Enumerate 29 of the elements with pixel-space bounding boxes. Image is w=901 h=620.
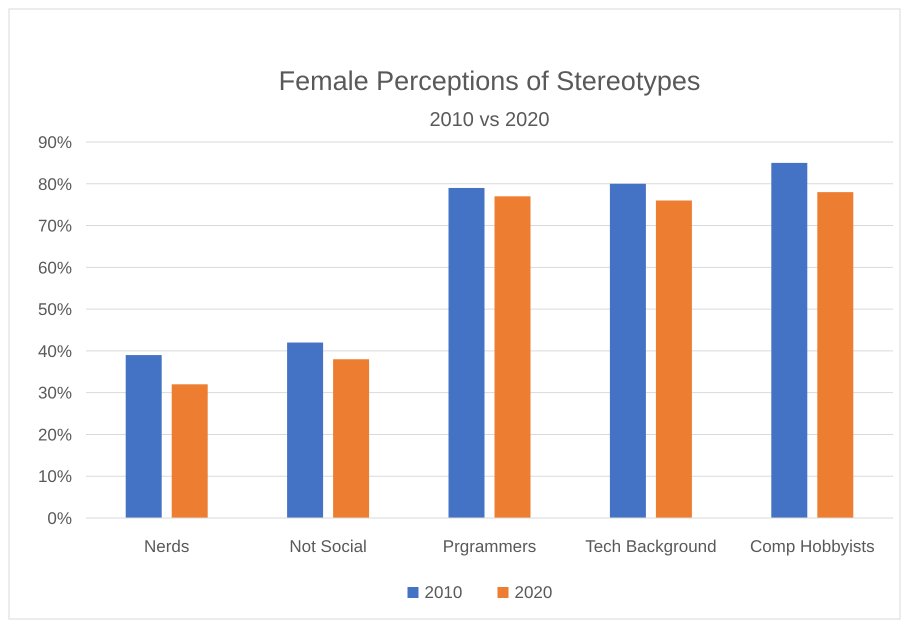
y-tick-label: 20% xyxy=(38,425,72,444)
bar xyxy=(610,184,646,518)
bar xyxy=(448,188,484,518)
bar xyxy=(771,162,808,518)
bar xyxy=(126,355,162,518)
bar xyxy=(656,200,692,518)
x-tick-label: Prgrammers xyxy=(442,537,536,556)
bar xyxy=(287,342,324,518)
y-tick-label: 10% xyxy=(38,467,72,486)
y-tick-label: 80% xyxy=(38,174,72,194)
y-tick-label: 50% xyxy=(38,300,72,320)
x-tick-label: Nerds xyxy=(144,537,190,556)
y-tick-label: 90% xyxy=(38,133,72,152)
y-tick-label: 70% xyxy=(38,216,72,236)
y-tick-label: 40% xyxy=(38,342,72,361)
legend-label: 2020 xyxy=(514,583,552,602)
y-tick-label: 0% xyxy=(47,509,72,528)
x-tick-label: Tech Background xyxy=(585,537,717,556)
bar xyxy=(172,384,208,518)
bar xyxy=(494,196,530,518)
legend-label: 2010 xyxy=(424,583,462,602)
x-tick-label: Comp Hobbyists xyxy=(750,537,875,556)
y-tick-label: 30% xyxy=(38,384,72,403)
bar xyxy=(333,359,370,518)
x-tick-label: Not Social xyxy=(289,537,367,556)
chart-subtitle: 2010 vs 2020 xyxy=(429,109,550,131)
chart-title: Female Perceptions of Stereotypes xyxy=(278,66,700,96)
bar xyxy=(817,192,854,518)
y-tick-label: 60% xyxy=(38,258,72,278)
